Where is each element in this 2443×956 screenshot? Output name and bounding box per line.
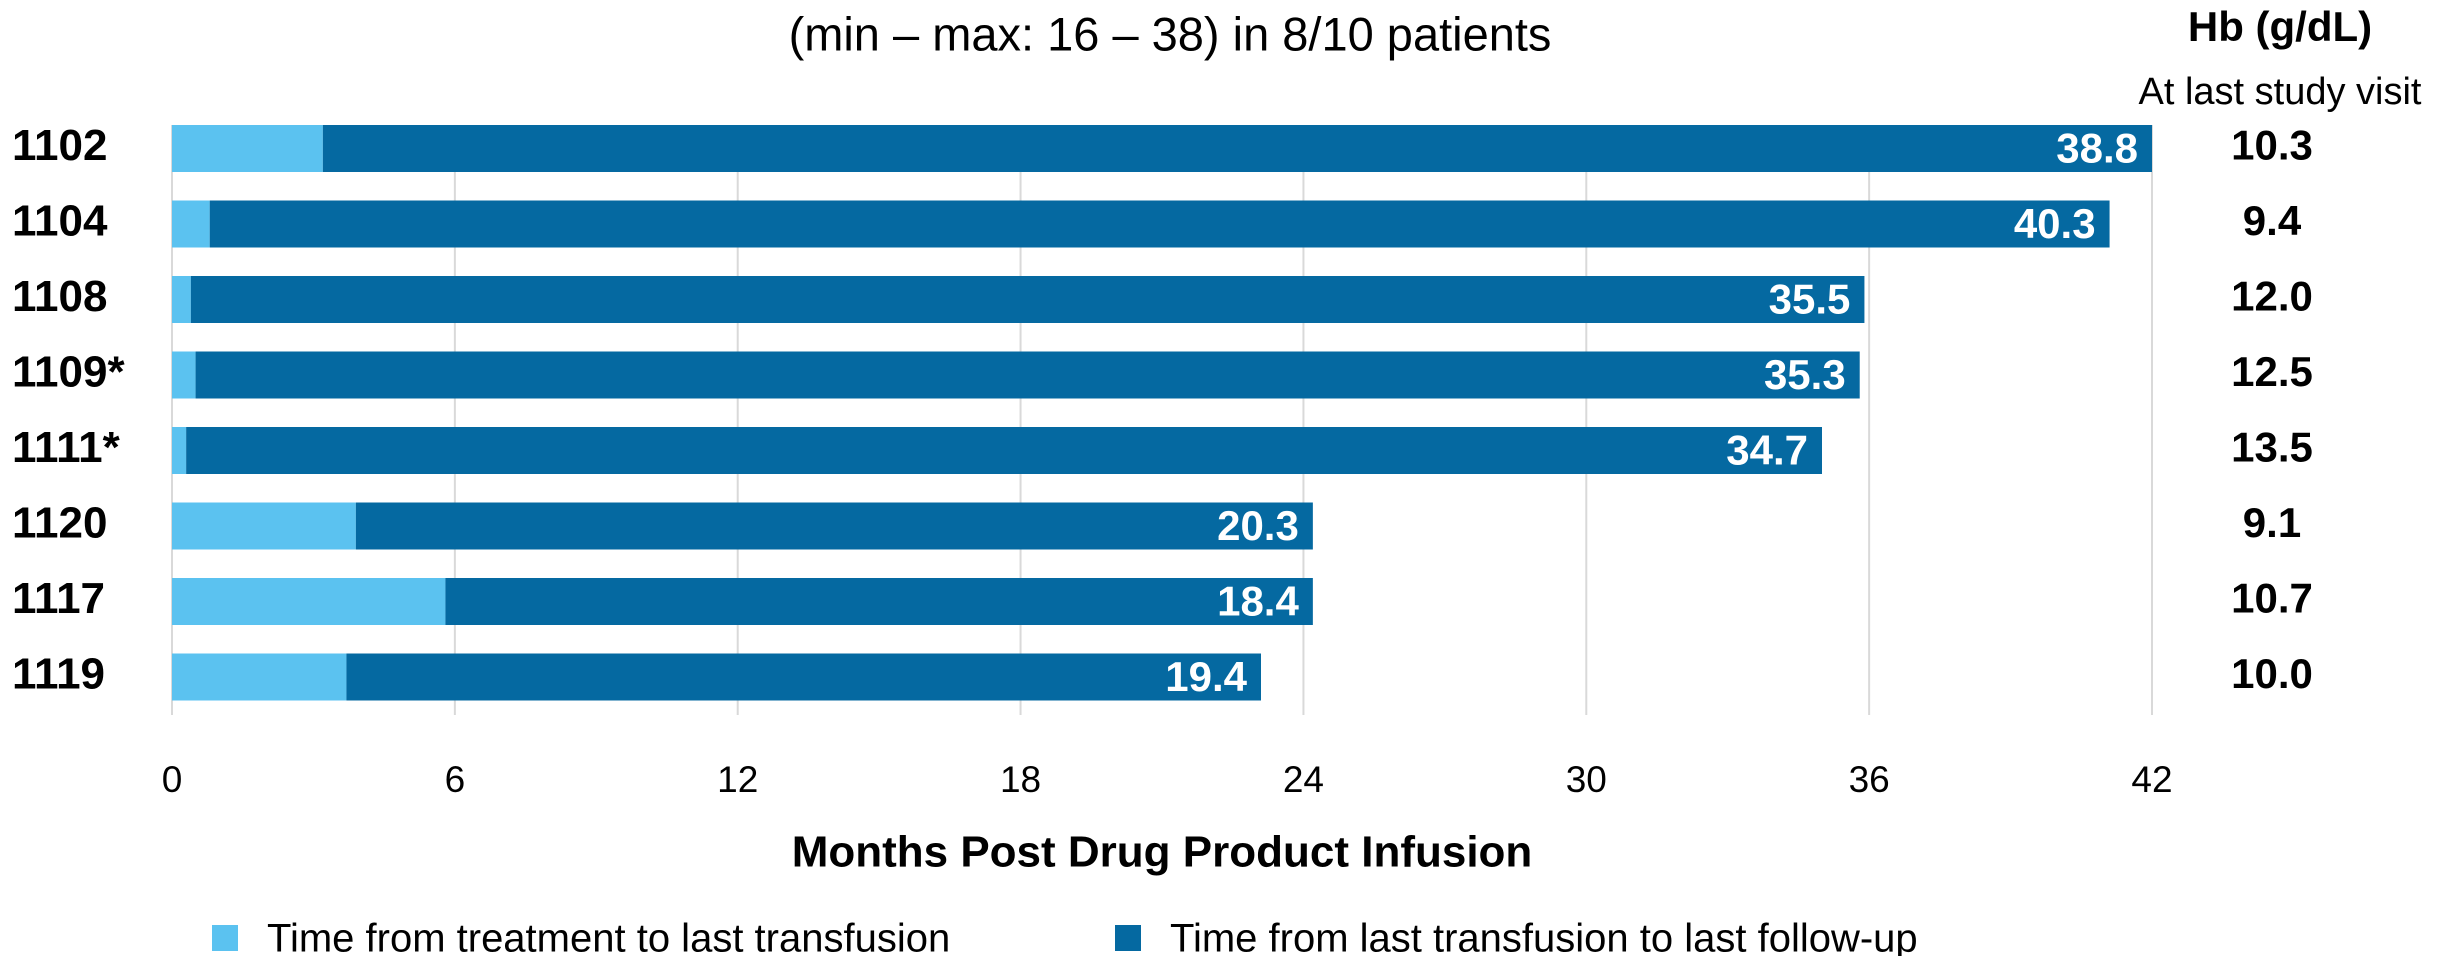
x-tick-label: 36: [1849, 759, 1890, 800]
bar-value-label: 40.3: [2014, 200, 2096, 247]
bar-value-label: 35.3: [1764, 351, 1846, 398]
hb-value: 12.5: [2231, 348, 2313, 395]
bar-value-label: 18.4: [1217, 578, 1299, 625]
hb-value: 10.7: [2231, 575, 2313, 622]
bar-segment: [445, 578, 1313, 625]
y-tick-label: 1111*: [12, 423, 121, 472]
y-tick-label: 1104: [12, 197, 108, 246]
y-tick-label: 1119: [12, 650, 105, 699]
bar-value-label: 34.7: [1726, 427, 1808, 474]
bar-segment: [172, 125, 323, 172]
legend-label: Time from treatment to last transfusion: [267, 917, 950, 956]
y-tick-label: 1120: [12, 499, 107, 548]
bar-segment: [209, 200, 2110, 248]
bar-segment: [172, 578, 446, 625]
legend-swatch: [212, 925, 238, 951]
y-tick-label: 1117: [12, 574, 105, 623]
x-tick-label: 42: [2131, 759, 2172, 800]
y-tick-label: 1108: [12, 272, 107, 321]
bar-segment: [186, 427, 1823, 474]
bar-segment: [355, 502, 1313, 550]
x-tick-label: 12: [717, 759, 758, 800]
chart-title: (min – max: 16 – 38) in 8/10 patients: [789, 7, 1552, 60]
bar-segment: [190, 276, 1865, 323]
x-tick-label: 30: [1566, 759, 1607, 800]
bar-value-label: 38.8: [2056, 125, 2138, 172]
bar-segment: [172, 427, 187, 474]
bar-segment: [172, 351, 196, 399]
x-tick-label: 24: [1283, 759, 1324, 800]
bar-segment: [322, 125, 2152, 172]
y-tick-label: 1109*: [12, 348, 125, 397]
hb-subheader: At last study visit: [2139, 71, 2422, 113]
bar-segment: [172, 502, 356, 550]
x-tick-label: 6: [445, 759, 466, 800]
x-tick-label: 0: [162, 759, 183, 800]
hb-value: 13.5: [2231, 424, 2313, 471]
hb-header: Hb (g/dL): [2188, 3, 2372, 50]
bar-segment: [172, 200, 210, 248]
bar-segment: [346, 653, 1261, 701]
bar-value-label: 20.3: [1217, 502, 1299, 549]
legend-label: Time from last transfusion to last follo…: [1170, 917, 1918, 956]
x-axis-title: Months Post Drug Product Infusion: [792, 828, 1533, 877]
hb-value: 9.4: [2243, 197, 2302, 244]
hb-value: 12.0: [2231, 273, 2313, 320]
bar-segment: [172, 653, 347, 701]
bar-segment: [195, 351, 1860, 399]
bar-value-label: 19.4: [1165, 653, 1247, 700]
hb-value: 10.3: [2231, 122, 2313, 169]
x-tick-label: 18: [1000, 759, 1041, 800]
bar-value-label: 35.5: [1769, 276, 1851, 323]
legend-swatch: [1115, 925, 1141, 951]
bar-segment: [172, 276, 191, 323]
hb-value: 10.0: [2231, 650, 2313, 697]
hb-value: 9.1: [2243, 499, 2301, 546]
y-tick-label: 1102: [12, 121, 107, 170]
